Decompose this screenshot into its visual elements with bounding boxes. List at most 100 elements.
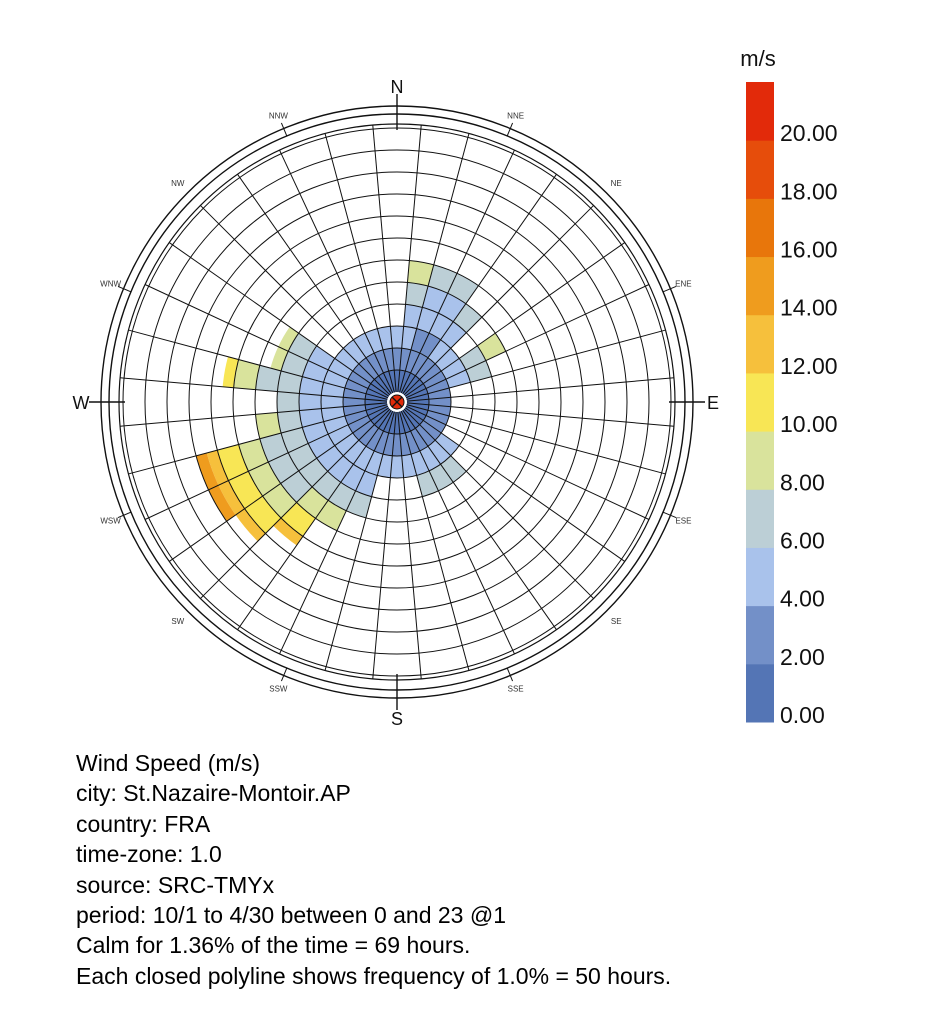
sector-line [403,205,594,396]
wind-rose-segment [334,348,359,372]
wind-rose-segment [280,458,328,503]
sector-line [399,411,470,671]
wind-rose-segment [394,411,400,435]
wind-rose-segment [406,388,428,400]
wind-rose-segment [410,428,428,451]
wind-rose-segment [435,348,460,372]
wind-rose-segment [288,333,317,361]
wind-rose-segment [427,321,467,364]
compass-label-ene: ENE [675,279,691,288]
wind-rose-segment [378,410,393,431]
wind-rose-segment [405,282,429,308]
sector-line [402,409,557,631]
wind-rose-segment [402,375,420,395]
wind-rose-segment [392,348,402,371]
wind-rose-segment [405,406,426,421]
wind-rose-segment [383,371,395,393]
sector-line [120,377,388,402]
legend-tick-label: 0.00 [780,702,825,728]
frequency-ring [210,215,584,589]
sector-line [400,149,515,394]
wind-rose-segment [368,406,389,421]
wind-rose-segment [366,388,388,400]
wind-rose-segment [343,388,367,400]
frequency-ring [320,325,474,479]
compass-tick [117,285,132,293]
wind-rose-segment [416,470,439,497]
wind-rose-segment [374,349,389,373]
calm-center-cross [391,396,403,408]
wind-rose-segment [344,410,368,425]
compass-label-ne: NE [611,179,622,188]
legend-band [746,663,774,723]
wind-rose-segment [374,375,392,395]
wind-rose-segment [277,410,303,434]
chart-title: Wind Speed (m/s) [76,750,261,776]
wind-rose-segment [218,480,245,515]
sector-line [200,408,391,599]
frequency-ring [232,237,562,567]
wind-rose-segment [348,371,371,389]
sector-line [406,404,666,475]
sector-line [406,329,666,400]
wind-rose-segment [358,357,379,380]
frequency-ring [342,347,452,457]
wind-rose-segment [401,410,416,431]
legend-tick-label: 10.00 [780,411,838,437]
wind-rose-segment [353,333,375,358]
wind-rose-segment [401,373,416,394]
sector-line [404,242,626,397]
sector-line [144,405,389,520]
wind-rose-segment [233,359,260,390]
wind-rose-segment [355,450,384,497]
legend-band [746,198,774,258]
wind-rose-segment [426,379,450,394]
wind-rose-segment [308,424,353,459]
wind-rose-segment [394,369,400,393]
wind-rose-segment [228,471,263,509]
wind-rose-segment [415,357,436,380]
sector-line [403,408,594,599]
wind-rose-segment [352,363,375,384]
sector-line [405,284,650,399]
wind-rose-segment [308,345,353,380]
wind-rose-segment [217,444,249,481]
legend-tick-label: 14.00 [780,295,838,321]
compass-label-nw: NW [171,179,185,188]
legend-band [746,489,774,548]
wind-rose-segment [268,443,317,484]
wind-rose-segment [255,412,282,439]
wind-rose-segment [410,333,441,376]
wind-rose-segment [343,404,367,416]
legend-band [746,256,774,316]
frequency-ring [276,281,518,523]
compass-label-n: N [391,77,404,97]
wind-rose-segment [427,388,451,400]
wind-rose-segment [277,391,300,413]
compass-label-e: E [707,393,719,413]
wind-rose-segment [328,482,356,511]
wind-rose-segment [428,397,451,407]
wind-rose-segment [238,438,269,472]
wind-rose-segment [343,397,366,407]
sector-line [406,402,674,427]
info-timezone: time-zone: 1.0 [76,841,222,868]
legend-tick-label: 12.00 [780,353,838,379]
frequency-ring [144,149,650,655]
legend-tick-label: 20.00 [780,120,838,146]
legend-unit-label: m/s [740,46,775,71]
compass-tick [506,667,514,682]
wind-rose-segment [222,356,239,388]
legend-colorbar [746,82,774,723]
compass-tick [117,511,132,519]
sector-line [237,409,392,631]
wind-rose-segment [278,326,299,352]
compass-label-nne: NNE [507,112,524,121]
wind-rose-segment [366,353,384,376]
wind-rose-segment [378,373,393,394]
wind-rose-segment [370,379,390,397]
wind-rose-segment [344,379,368,394]
wind-rose-segment [206,450,229,486]
wind-rose-segment [383,411,395,433]
